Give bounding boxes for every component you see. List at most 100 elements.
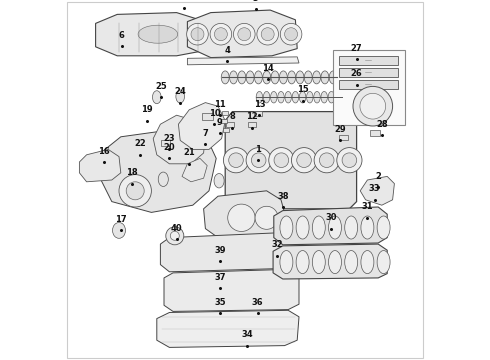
Ellipse shape: [138, 25, 178, 43]
Ellipse shape: [361, 251, 374, 274]
Text: 5: 5: [181, 0, 187, 1]
Text: 17: 17: [115, 215, 126, 224]
Ellipse shape: [113, 222, 125, 238]
Ellipse shape: [191, 28, 204, 41]
Ellipse shape: [280, 23, 302, 45]
Ellipse shape: [257, 23, 278, 45]
Text: 40: 40: [171, 224, 182, 233]
Text: 21: 21: [183, 148, 195, 157]
Ellipse shape: [158, 172, 169, 186]
Ellipse shape: [321, 71, 329, 84]
Ellipse shape: [280, 216, 293, 239]
Ellipse shape: [119, 175, 151, 207]
Ellipse shape: [254, 71, 262, 84]
Text: 10: 10: [209, 109, 220, 118]
Ellipse shape: [263, 71, 270, 84]
Text: 39: 39: [214, 246, 225, 255]
Text: 13: 13: [254, 100, 265, 109]
Ellipse shape: [321, 91, 327, 103]
Ellipse shape: [223, 148, 248, 173]
Bar: [226, 122, 234, 127]
Ellipse shape: [261, 28, 274, 41]
Ellipse shape: [304, 71, 312, 84]
Text: 31: 31: [362, 202, 373, 211]
Ellipse shape: [314, 91, 320, 103]
Ellipse shape: [255, 206, 278, 229]
Ellipse shape: [251, 153, 266, 167]
Bar: [222, 111, 228, 115]
Ellipse shape: [361, 216, 374, 239]
Polygon shape: [225, 112, 357, 209]
Ellipse shape: [314, 148, 339, 173]
Ellipse shape: [337, 148, 362, 173]
Ellipse shape: [342, 153, 357, 167]
Ellipse shape: [187, 23, 208, 45]
Text: 9: 9: [217, 118, 222, 127]
Ellipse shape: [229, 153, 244, 167]
Text: 3: 3: [253, 0, 259, 3]
Ellipse shape: [307, 91, 313, 103]
Ellipse shape: [214, 174, 224, 188]
Ellipse shape: [313, 71, 320, 84]
Ellipse shape: [292, 91, 298, 103]
Bar: [202, 113, 213, 120]
Ellipse shape: [296, 251, 309, 274]
Text: 35: 35: [214, 298, 225, 307]
Ellipse shape: [233, 23, 255, 45]
Ellipse shape: [228, 204, 255, 231]
Bar: [339, 135, 347, 140]
Polygon shape: [273, 244, 387, 279]
Polygon shape: [187, 10, 297, 58]
Ellipse shape: [280, 251, 293, 274]
Ellipse shape: [246, 71, 254, 84]
Ellipse shape: [296, 216, 309, 239]
Text: 24: 24: [174, 87, 186, 96]
Text: 1: 1: [255, 145, 261, 154]
Ellipse shape: [263, 91, 270, 103]
Ellipse shape: [271, 71, 279, 84]
Ellipse shape: [246, 148, 271, 173]
Text: 6: 6: [119, 31, 125, 40]
Ellipse shape: [299, 91, 306, 103]
Ellipse shape: [279, 71, 287, 84]
Ellipse shape: [312, 251, 325, 274]
Text: 15: 15: [297, 85, 309, 94]
Ellipse shape: [238, 71, 246, 84]
Ellipse shape: [345, 251, 358, 274]
Text: 8: 8: [229, 112, 235, 121]
Text: 25: 25: [156, 82, 168, 91]
Bar: [339, 80, 398, 89]
Polygon shape: [178, 103, 225, 149]
Text: 14: 14: [263, 64, 274, 73]
Text: 12: 12: [246, 112, 258, 121]
Text: 16: 16: [98, 147, 110, 156]
Text: 33: 33: [369, 184, 380, 193]
Polygon shape: [79, 149, 121, 182]
Bar: [339, 68, 398, 77]
Text: 36: 36: [252, 298, 264, 307]
Ellipse shape: [377, 216, 390, 239]
Ellipse shape: [269, 148, 294, 173]
Text: 18: 18: [126, 168, 137, 177]
Polygon shape: [274, 207, 387, 245]
Ellipse shape: [176, 90, 185, 103]
Ellipse shape: [360, 93, 386, 119]
Text: 20: 20: [164, 143, 175, 152]
Text: 23: 23: [164, 134, 175, 143]
Text: 38: 38: [277, 192, 289, 201]
Text: 27: 27: [351, 44, 363, 53]
Bar: [370, 130, 380, 136]
Ellipse shape: [319, 153, 334, 167]
Text: 26: 26: [351, 69, 363, 78]
Ellipse shape: [328, 216, 342, 239]
Text: 29: 29: [335, 125, 346, 134]
Ellipse shape: [221, 71, 229, 84]
Ellipse shape: [296, 71, 304, 84]
Bar: [220, 119, 227, 123]
Text: 30: 30: [326, 213, 337, 222]
Ellipse shape: [297, 153, 311, 167]
Ellipse shape: [335, 91, 342, 103]
Ellipse shape: [285, 28, 297, 41]
Ellipse shape: [274, 153, 289, 167]
Bar: [339, 56, 398, 65]
